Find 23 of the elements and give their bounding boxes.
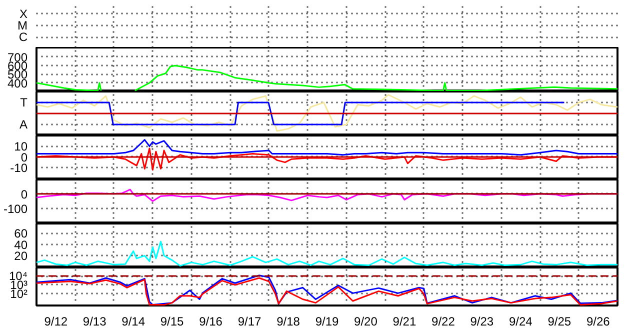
x-tick-label: 9/23 (470, 314, 494, 328)
x-tick-label: 9/16 (199, 314, 223, 328)
x-tick-label: 9/25 (548, 314, 572, 328)
text: X (19, 6, 28, 21)
x-tick-label: 9/24 (508, 314, 533, 328)
x-tick-label: 9/21 (392, 314, 416, 328)
text: M (18, 18, 28, 32)
text: C (18, 30, 28, 44)
x-tick-label: 9/19 (315, 314, 340, 328)
x-tick-label: 9/12 (44, 314, 68, 328)
x-tick-label: 9/15 (160, 314, 184, 328)
x-tick-label: 9/14 (122, 314, 146, 328)
x-tick-label: 9/26 (586, 314, 610, 328)
x-tick-label: 9/22 (432, 314, 456, 328)
text: A (19, 118, 28, 132)
x-tick-label: 9/17 (238, 314, 262, 328)
text: T (20, 96, 28, 110)
x-tick-label: 9/13 (82, 314, 107, 328)
x-tick-label: 9/20 (354, 314, 378, 328)
y-tick-label: 20 (14, 249, 28, 264)
x-tick-label: 9/18 (276, 314, 300, 328)
y-tick-label: 0 (20, 187, 28, 202)
y-tick-label: -100 (3, 202, 28, 216)
